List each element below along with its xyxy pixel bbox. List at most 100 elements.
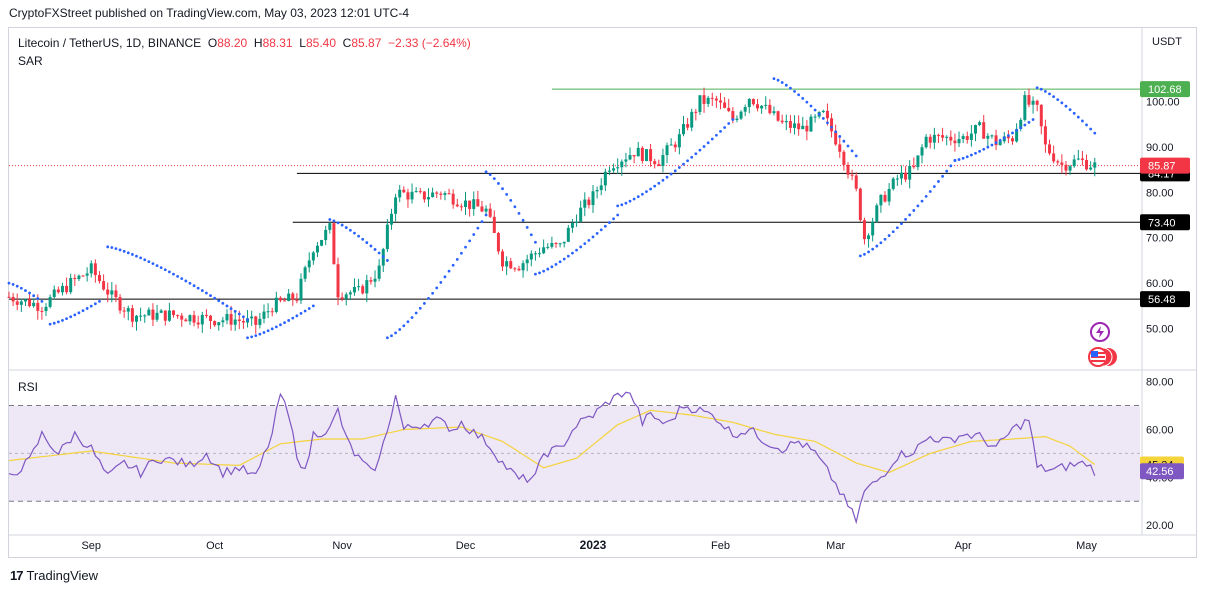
candle-body	[1093, 162, 1097, 168]
candle-body	[1006, 136, 1010, 139]
price-tick-label: 50.00	[1146, 324, 1174, 336]
last-price-label: 85.87	[1148, 161, 1176, 173]
rsi-indicator-label[interactable]: RSI	[18, 380, 39, 394]
sar-dot	[723, 126, 727, 129]
sar-dot	[731, 118, 735, 121]
candle-body	[854, 175, 858, 189]
sar-dot	[1019, 126, 1023, 130]
candle-body	[747, 99, 751, 108]
sar-dot	[295, 314, 299, 318]
candle-body	[472, 199, 476, 209]
sar-dot	[365, 241, 369, 244]
sar-dot	[48, 322, 52, 326]
candle-body	[805, 125, 809, 132]
candle-body	[1023, 95, 1027, 120]
candle-body	[834, 131, 838, 145]
open-value: 88.20	[217, 36, 248, 50]
sar-dot	[887, 234, 891, 237]
sar-dot	[93, 302, 97, 306]
candle-body	[846, 164, 850, 175]
sar-dot	[965, 155, 969, 159]
sar-dot	[205, 291, 208, 295]
sar-dot	[546, 267, 550, 271]
change-value: −2.33 (−2.64%)	[388, 36, 471, 50]
candle-body	[151, 309, 155, 320]
sar-dot	[484, 213, 488, 217]
sar-dot	[710, 137, 714, 141]
sar-dot	[439, 281, 443, 284]
sar-dot	[525, 226, 529, 229]
candle-body	[879, 194, 883, 206]
tradingview-brand[interactable]: 17 TradingView	[10, 568, 98, 583]
candle-body	[612, 168, 616, 171]
symbol-title[interactable]: Litecoin / TetherUS, 1D, BINANCE	[18, 36, 202, 50]
sar-dot	[283, 321, 286, 325]
sar-dot	[279, 323, 282, 327]
sar-dot	[65, 317, 68, 321]
sar-dot	[813, 108, 817, 112]
open-label: O	[207, 36, 218, 50]
candle-body	[969, 133, 973, 140]
candle-body	[443, 193, 447, 195]
sar-dot	[254, 334, 258, 337]
candle-body	[295, 299, 299, 301]
candle-body	[632, 155, 636, 157]
sar-dot	[529, 233, 533, 237]
candle-body	[735, 118, 739, 120]
candle-body	[496, 232, 500, 252]
sar-dot	[937, 180, 940, 183]
sar-dot	[1064, 104, 1068, 108]
sar-dot	[558, 260, 562, 264]
sar-dot	[990, 143, 994, 147]
sar-dot	[900, 222, 903, 225]
sar-dot	[891, 230, 895, 234]
lightning-icon[interactable]	[1090, 322, 1110, 342]
candle-body	[1072, 159, 1076, 167]
candle-body	[587, 199, 591, 206]
sar-dot	[163, 268, 167, 272]
sar-dot	[1056, 98, 1060, 102]
candle-body	[941, 135, 945, 138]
publish-line: CryptoFXStreet published on TradingView.…	[9, 6, 409, 20]
candle-body	[858, 188, 862, 221]
candle-body	[447, 193, 451, 195]
low-label: L	[299, 36, 306, 50]
candle-body	[784, 121, 788, 123]
sar-dot	[274, 325, 278, 329]
candle-body	[801, 125, 805, 130]
sar-dot	[682, 162, 685, 166]
sar-dot	[385, 259, 389, 262]
candle-body	[1064, 164, 1068, 171]
sar-dot	[801, 96, 805, 100]
sar-dot	[155, 264, 159, 267]
candle-body	[538, 253, 542, 255]
sar-dot	[961, 156, 965, 160]
sar-dot	[32, 294, 36, 298]
price-tick-label: 80.00	[1146, 187, 1174, 199]
sar-dot	[793, 89, 796, 93]
candle-body	[426, 197, 430, 200]
time-tick-label: May	[1076, 540, 1097, 552]
candle-body	[891, 178, 895, 189]
us-flag-icon[interactable]	[1088, 347, 1117, 367]
sar-dot	[649, 187, 652, 191]
candle-body	[93, 263, 97, 276]
sar-dot	[11, 282, 15, 286]
candle-body	[714, 98, 718, 101]
sar-dot	[369, 244, 373, 248]
sar-dot	[941, 174, 944, 178]
sar-indicator-label[interactable]: SAR	[18, 54, 43, 68]
candle-body	[102, 281, 106, 290]
candle-body	[274, 297, 278, 313]
sar-dot	[1081, 119, 1084, 123]
sar-dot	[130, 253, 134, 256]
candle-body	[867, 235, 871, 240]
sar-dot	[287, 319, 291, 322]
candle-body	[620, 161, 624, 168]
candle-body	[1027, 95, 1031, 105]
sar-dot	[250, 335, 254, 339]
sar-dot	[538, 271, 541, 275]
candle-body	[418, 191, 422, 193]
sar-dot	[513, 205, 517, 209]
